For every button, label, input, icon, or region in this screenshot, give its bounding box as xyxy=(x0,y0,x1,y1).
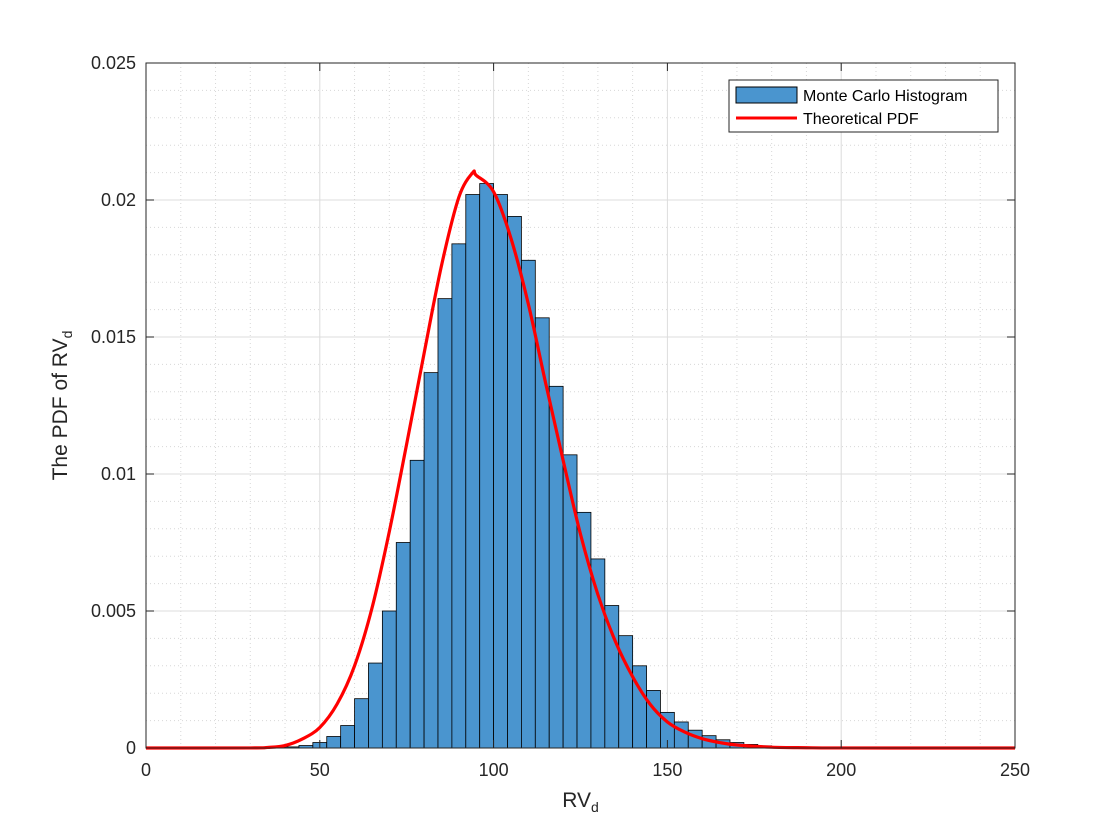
legend: Monte Carlo Histogram Theoretical PDF xyxy=(728,79,999,133)
histogram-bar xyxy=(465,194,481,749)
y-tick-label: 0.025 xyxy=(91,53,136,73)
pdf-curve-layer xyxy=(145,169,1016,750)
histogram-bar xyxy=(479,183,495,749)
legend-label-histogram: Monte Carlo Histogram xyxy=(803,88,968,105)
histogram-bar xyxy=(548,385,564,749)
histogram-bar xyxy=(451,243,467,749)
histogram-bar xyxy=(673,721,689,749)
x-axis-title-subscript: d xyxy=(591,799,599,815)
y-tick-label: 0 xyxy=(126,738,136,758)
histogram-bar xyxy=(409,459,425,749)
x-tick-label: 200 xyxy=(826,760,856,780)
histogram-bar xyxy=(493,194,508,749)
histogram-bar xyxy=(340,725,355,749)
histogram-bar xyxy=(507,216,522,749)
histogram-bar xyxy=(395,542,411,749)
histogram-bar xyxy=(423,372,439,749)
y-tick-label: 0.005 xyxy=(91,601,136,621)
legend-swatch-histogram xyxy=(735,86,798,104)
y-axis-title-subscript: d xyxy=(59,331,75,339)
legend-label-pdf: Theoretical PDF xyxy=(803,111,919,128)
x-tick-label: 50 xyxy=(310,760,330,780)
y-tick-label: 0.01 xyxy=(101,464,136,484)
x-axis-title-main: RV xyxy=(562,789,591,812)
histogram-bar xyxy=(381,610,397,749)
histogram-bar xyxy=(562,454,578,749)
y-tick-label: 0.02 xyxy=(101,190,136,210)
histogram-bar xyxy=(604,605,620,749)
histogram-bar xyxy=(437,298,453,749)
histogram-bars xyxy=(242,183,800,749)
y-axis-title: The PDF of RVd xyxy=(49,331,75,481)
x-tick-label: 100 xyxy=(479,760,509,780)
histogram-bar xyxy=(354,698,369,749)
histogram-bar xyxy=(326,736,342,749)
x-axis-title: RVd xyxy=(562,789,599,815)
y-tick-label: 0.015 xyxy=(91,327,136,347)
x-tick-label: 250 xyxy=(1000,760,1030,780)
histogram-bar xyxy=(646,690,661,749)
y-axis-title-main: The PDF of RV xyxy=(49,338,72,480)
histogram-bar xyxy=(521,259,536,749)
histogram-bar xyxy=(368,662,383,749)
x-tick-label: 0 xyxy=(141,760,151,780)
axis-ticks: 0 50 100 150 200 250 0 0.005 0.01 0.015 0.02 0.025 xyxy=(91,53,1030,780)
histogram-bar xyxy=(590,558,606,749)
pdf-curve xyxy=(145,169,1016,750)
histogram-bar xyxy=(534,317,550,749)
x-tick-label: 150 xyxy=(652,760,682,780)
plot-frame xyxy=(145,62,1016,749)
